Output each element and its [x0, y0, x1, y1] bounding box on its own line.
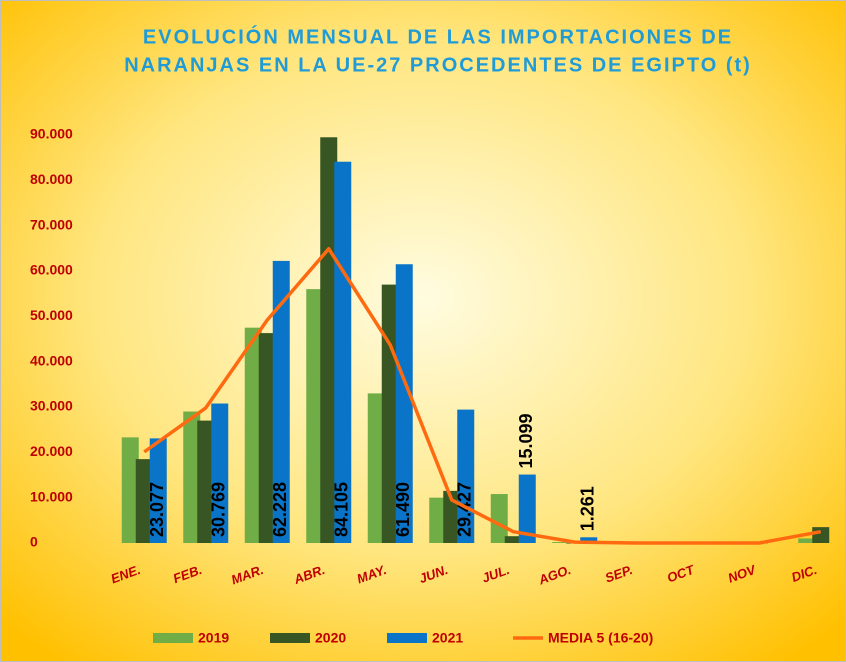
- y-tick-label: 90.000: [30, 126, 73, 142]
- legend-swatch: [270, 633, 310, 643]
- bar: [306, 289, 324, 543]
- bar: [552, 542, 570, 543]
- bar: [149, 438, 167, 543]
- legend-label: 2019: [198, 630, 229, 646]
- legend-swatch: [387, 633, 427, 643]
- data-label: 1.261: [578, 486, 598, 531]
- bar: [429, 497, 447, 543]
- bar: [504, 536, 522, 543]
- data-label: 15.099: [516, 413, 536, 468]
- bar: [518, 474, 536, 543]
- bar: [258, 333, 276, 543]
- bar: [272, 260, 290, 543]
- bar: [121, 437, 139, 543]
- bar: [395, 264, 413, 543]
- line: [143, 247, 822, 545]
- bar: [381, 284, 399, 543]
- y-tick-label: 30.000: [30, 398, 73, 414]
- bar: [183, 411, 201, 543]
- bar: [211, 403, 229, 543]
- bar: [812, 527, 830, 543]
- y-tick-label: 0: [30, 534, 38, 550]
- y-tick-label: 80.000: [30, 171, 73, 187]
- y-tick-label: 70.000: [30, 216, 73, 232]
- bar: [334, 161, 352, 543]
- bar: [320, 137, 338, 543]
- y-tick-label: 20.000: [30, 443, 73, 459]
- bar: [798, 538, 816, 543]
- chart-title: NARANJAS EN LA UE-27 PROCEDENTES DE EGIP…: [124, 54, 752, 76]
- legend-label: MEDIA 5 (16-20): [548, 630, 653, 646]
- data-label: 30.769: [209, 482, 229, 537]
- bar: [197, 420, 215, 543]
- legend-label: 2020: [315, 630, 346, 646]
- data-label: 29.427: [455, 482, 475, 537]
- data-label: 62.228: [270, 482, 290, 537]
- bar: [490, 494, 508, 543]
- chart-title: EVOLUCIÓN MENSUAL DE LAS IMPORTACIONES D…: [143, 24, 733, 48]
- y-tick-label: 10.000: [30, 488, 73, 504]
- data-label: 61.490: [393, 482, 413, 537]
- bar: [367, 393, 385, 543]
- bar: [580, 537, 598, 543]
- legend-label: 2021: [432, 630, 463, 646]
- legend-swatch: [153, 633, 193, 643]
- bar: [244, 327, 262, 543]
- data-label: 84.105: [332, 482, 352, 537]
- y-tick-label: 40.000: [30, 352, 73, 368]
- y-tick-label: 60.000: [30, 262, 73, 278]
- y-tick-label: 50.000: [30, 307, 73, 323]
- bar: [135, 459, 153, 543]
- data-label: 23.077: [147, 482, 167, 537]
